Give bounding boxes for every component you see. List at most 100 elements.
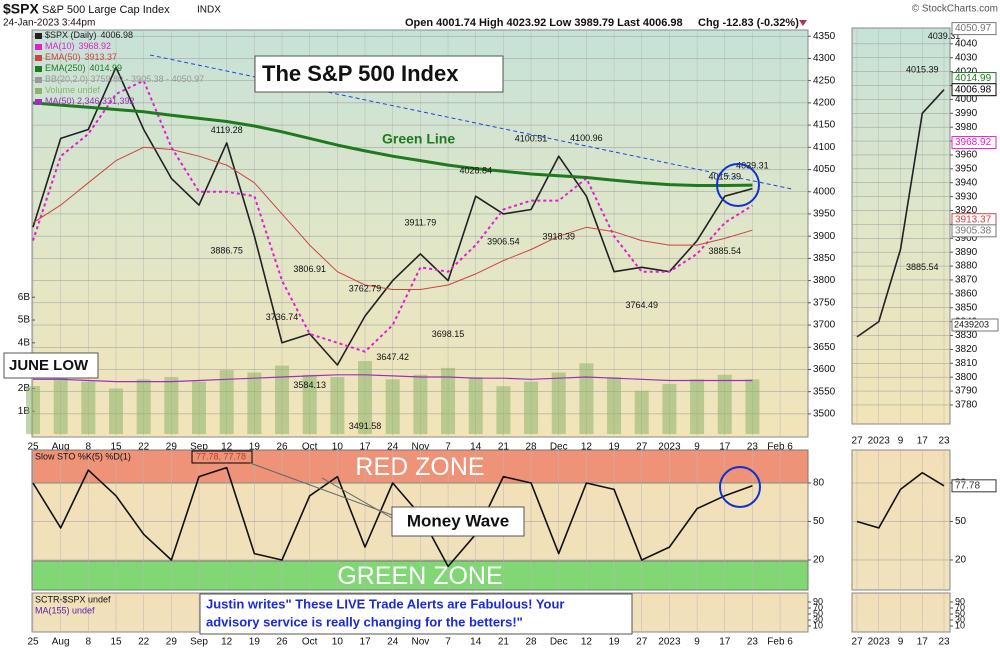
volume-bar [164,377,179,435]
y-tick-label: 80 [813,478,825,489]
value-tag-label: 3905.38 [955,225,992,236]
value-tag-label: 4006.98 [955,84,992,95]
legend-value: 77.78, 77.78 [196,451,246,461]
volume-bar [524,381,539,435]
y-tick-label: 4250 [813,75,836,86]
highlight-circle [716,163,760,207]
y-tick-label: 70 [813,602,823,612]
volume-tag-label: 2439203 [954,319,989,329]
y-tick-label: 3990 [955,108,978,119]
highlight-circle [719,466,761,508]
y-tick-label: 3870 [955,275,978,286]
series-line [856,89,945,338]
x-tick-label: 28 [525,442,537,453]
value-tag-label: 3968.92 [955,137,992,148]
price-label: 4100.96 [570,133,603,143]
x-tick-label: 19 [249,442,261,453]
x-tick-label: 7 [445,442,451,453]
price-label: 3885.54 [906,262,939,272]
y-tick-label: 3850 [813,253,836,264]
y-tick-label: 10 [955,620,965,630]
volume-tick-label: 4B [18,337,31,348]
x-tick-label: 9 [898,637,904,648]
quote: Open 4001.74 High 4023.92 Low 3989.79 La… [405,17,683,29]
legend-value: 4006.98 [101,30,134,40]
legend-name: MA(50) 2,346,331,392 [45,96,135,106]
legend-swatch [35,99,42,105]
x-tick-label: 17 [719,442,731,453]
volume-bar [413,374,428,435]
price-label: 3736.74 [266,312,299,322]
volume-tick-label: 1B [18,406,31,417]
y-tick-label: 50 [813,608,823,618]
exchange: INDX [197,5,221,16]
legend-name: EMA(50) [45,52,81,62]
series-line [856,471,945,529]
x-tick-label: Sep [190,442,208,453]
x-tick-label: 17 [359,442,371,453]
price-label: 4119.28 [211,125,243,135]
value-tag [951,22,997,36]
main-panel [31,29,809,438]
x-tick-label: 12 [581,637,593,648]
zoom-main-panel [851,27,951,425]
volume-bar [219,370,234,435]
volume-bar [247,372,262,435]
x-tick-label: Nov [411,442,429,453]
y-tick-label: 3550 [813,386,836,397]
x-tick-label: 26 [276,637,288,648]
y-tick-label: 3800 [813,275,836,286]
legend-value: 3968.92 [79,41,112,51]
x-tick-label: Oct [302,442,318,453]
value-tag-label: 77.78 [955,480,980,491]
volume-bar [468,377,483,435]
y-tick-label: 3750 [813,297,836,308]
price-label: 3906.54 [487,237,520,247]
legend-entry: Volume undef [45,85,101,95]
x-tick-label: 25 [27,637,39,648]
volume-bar [690,379,705,435]
volume-bar [607,377,622,435]
x-tick-label: 28 [525,637,537,648]
volume-bar [53,374,68,435]
x-tick-label: 2023 [868,436,891,447]
volume-tick-label: 6B [18,292,31,303]
x-tick-label: 10 [332,442,344,453]
zone [31,449,809,484]
series-line [32,101,753,187]
price-label: 3911.79 [404,217,436,227]
green-line-label: Green Line [382,131,455,147]
x-tick-label: 19 [609,442,621,453]
x-tick-label: 21 [498,637,510,648]
volume-bar [81,381,96,435]
x-tick-label: 9 [694,442,700,453]
volume-tick-label: 2B [18,383,31,394]
price-label: 4028.84 [459,165,492,175]
x-tick-label: 27 [636,637,648,648]
y-tick-label: 3500 [813,409,836,420]
money-wave-box [391,506,525,537]
x-tick-label: 22 [138,442,150,453]
legend-name: BB(20,2.0) 3759.80 - 3905.38 - 4050.97 [45,74,204,84]
x-tick-label: 7 [445,637,451,648]
x-tick-label: 27 [851,637,863,648]
y-tick-label: 50 [955,516,967,527]
y-tick-label: 90 [955,596,965,606]
y-tick-label: 3950 [955,163,978,174]
y-tick-label: 3950 [813,209,836,220]
x-tick-label: 23 [938,637,950,648]
price-label: 3647.42 [376,352,409,362]
y-tick-label: 4030 [955,52,978,63]
down-arrow [799,20,807,26]
volume-bar [717,374,732,435]
legend-swatch [35,77,42,83]
legend-value: 4014.99 [90,63,123,73]
price-label: 3584.13 [293,380,326,390]
credit: © StockCharts.com [912,4,998,15]
annotations: The S&P 500 Index Green Line JUNE LOW Mo… [3,54,793,635]
x-tick-label: 12 [581,442,593,453]
legend-name: Slow STO %K(5) %D(1) [35,451,131,461]
trend-line [149,54,793,190]
legend-name: MA(10) [45,41,75,51]
